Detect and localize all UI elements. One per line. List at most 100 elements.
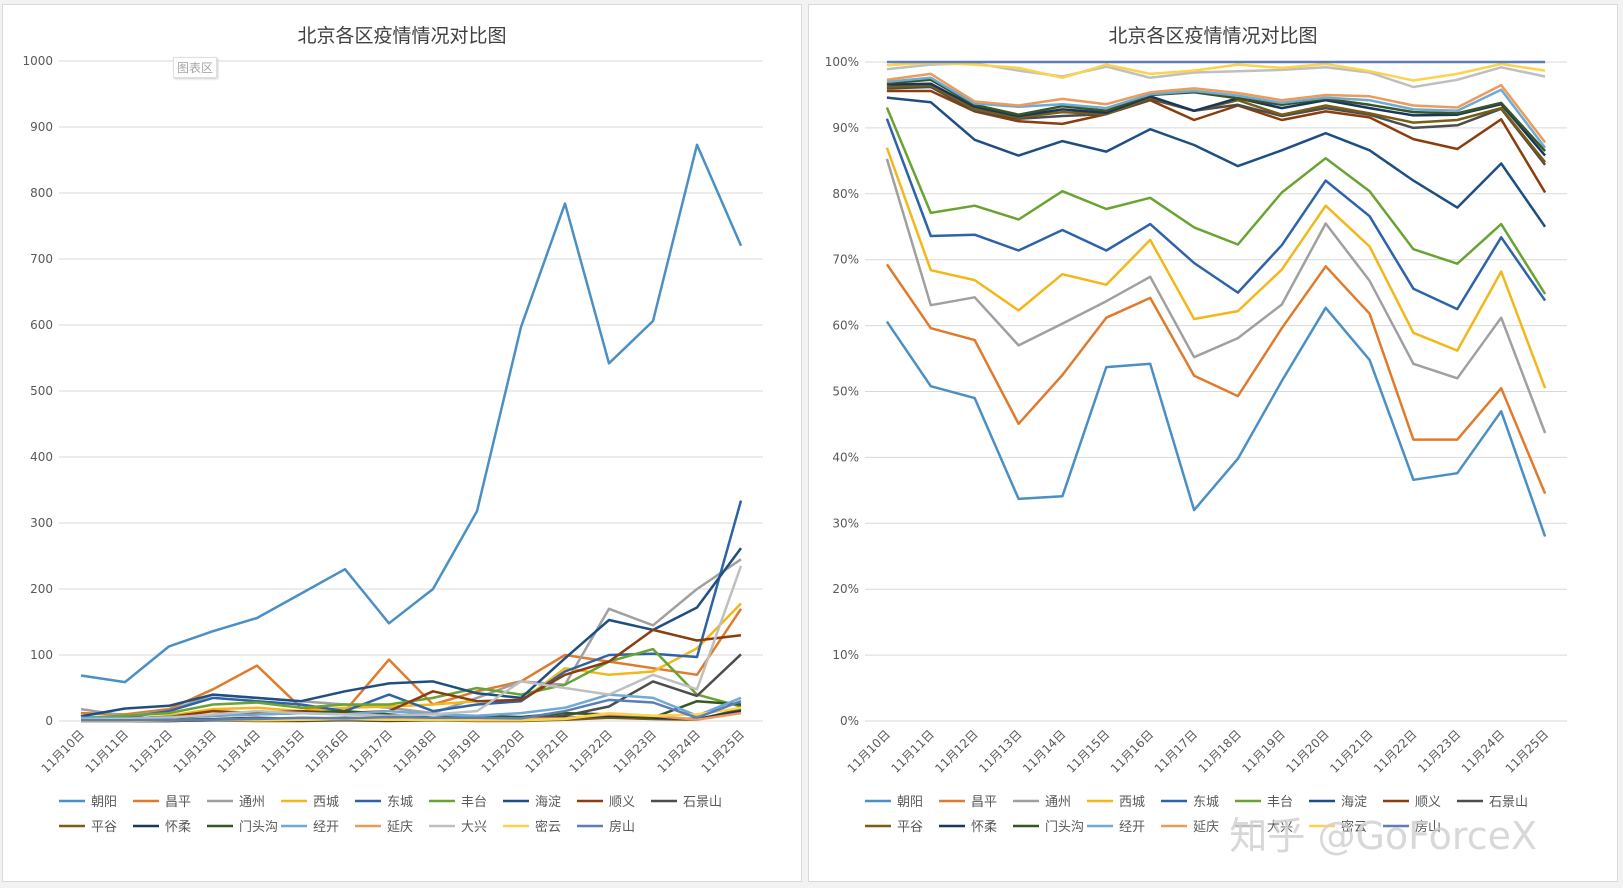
legend-label: 门头沟 xyxy=(1045,820,1084,835)
series-line-4[interactable] xyxy=(80,602,742,721)
series-line-2[interactable] xyxy=(80,608,743,716)
x-tick-label: 11月10日 xyxy=(845,727,893,775)
series-line-8[interactable] xyxy=(886,89,1547,194)
legend-label: 昌平 xyxy=(165,795,191,810)
legend-label: 东城 xyxy=(1193,795,1219,810)
y-tick-label: 0% xyxy=(840,714,859,728)
series-line-4[interactable] xyxy=(885,147,1547,389)
legend-label: 东城 xyxy=(387,795,413,810)
legend-label: 延庆 xyxy=(387,820,413,835)
y-tick-label: 600 xyxy=(30,318,53,332)
x-tick-label: 11月17日 xyxy=(1152,727,1200,775)
x-tick-label: 11月20日 xyxy=(1283,727,1331,775)
y-tick-label: 300 xyxy=(30,516,53,530)
chart-left: 北京各区疫情情况对比图 图表区 0 100 200 300 400 500 600 700 80… xyxy=(2,4,802,882)
y-tick-label: 800 xyxy=(30,186,53,200)
y-tick-label: 900 xyxy=(30,120,53,134)
watermark: 知乎 @GoForceX xyxy=(1229,814,1537,858)
x-tick-label: 11月21日 xyxy=(1327,727,1375,775)
y-tick-label: 100% xyxy=(825,55,859,69)
legend-label: 海淀 xyxy=(535,795,561,810)
series-line-8[interactable] xyxy=(80,628,742,721)
chart-title-left: 北京各区疫情情况对比图 xyxy=(297,25,507,47)
legend-label: 门头沟 xyxy=(239,820,278,835)
legend-label: 朝阳 xyxy=(91,795,117,810)
legend-label: 延庆 xyxy=(1193,820,1219,835)
x-tick-label: 11月14日 xyxy=(215,727,263,775)
legend-label: 海淀 xyxy=(1341,795,1367,810)
x-tick-label: 11月18日 xyxy=(391,727,439,775)
y-tick-label: 100 xyxy=(30,648,53,662)
series-line-15[interactable] xyxy=(80,565,743,721)
legend-label: 石景山 xyxy=(683,795,722,810)
y-tick-label: 70% xyxy=(832,253,859,267)
legend-label: 大兴 xyxy=(1267,820,1293,835)
x-tick-label: 11月13日 xyxy=(976,727,1024,775)
x-tick-label: 11月15日 xyxy=(1064,727,1112,775)
x-tick-label: 11月11日 xyxy=(83,727,131,775)
x-tick-label: 11月21日 xyxy=(523,727,571,775)
y-tick-label: 200 xyxy=(30,582,53,596)
series-line-3[interactable] xyxy=(885,158,1547,434)
x-tick-label: 11月22日 xyxy=(1371,727,1419,775)
x-tick-label: 11月24日 xyxy=(1459,727,1507,775)
y-tick-label: 1000 xyxy=(22,54,53,68)
series-line-9[interactable] xyxy=(886,85,1547,166)
legend-label: 通州 xyxy=(1045,795,1071,810)
legend-label: 大兴 xyxy=(461,820,487,835)
chart-left-svg: 0100200300400500600700800900100011月10日11… xyxy=(22,54,763,835)
legend-label: 西城 xyxy=(313,795,339,810)
series-line-2[interactable] xyxy=(885,263,1547,495)
legend-label: 平谷 xyxy=(91,820,117,835)
y-tick-label: 0 xyxy=(45,714,53,728)
series-line-12[interactable] xyxy=(886,78,1547,152)
series-line-7[interactable] xyxy=(80,547,743,718)
series-line-14[interactable] xyxy=(886,72,1547,144)
x-tick-label: 11月12日 xyxy=(127,727,175,775)
legend-label: 房山 xyxy=(1415,819,1441,835)
x-tick-label: 11月14日 xyxy=(1020,727,1068,775)
x-tick-label: 11月19日 xyxy=(1239,727,1287,775)
x-tick-label: 11月25日 xyxy=(1503,727,1551,775)
chart-right: 北京各区疫情情况对比图 0% 10% 20% 30% 40% 50% 60% 70% 80% 90… xyxy=(808,4,1618,882)
legend-label: 西城 xyxy=(1119,795,1145,810)
x-tick-label: 11月13日 xyxy=(171,727,219,775)
x-tick-label: 11月23日 xyxy=(611,727,659,775)
x-tick-label: 11月17日 xyxy=(347,727,395,775)
x-tick-label: 11月10日 xyxy=(39,727,87,775)
legend-label: 平谷 xyxy=(897,820,923,835)
legend-label: 密云 xyxy=(1341,819,1367,835)
x-tick-label: 11月15日 xyxy=(259,727,307,775)
y-tick-label: 90% xyxy=(832,121,859,135)
x-tick-label: 11月11日 xyxy=(888,727,936,775)
x-tick-label: 11月12日 xyxy=(932,727,980,775)
series-line-1[interactable] xyxy=(885,306,1547,537)
legend-label: 丰台 xyxy=(1267,795,1293,810)
legend-label: 顺义 xyxy=(609,795,635,810)
legend-label: 石景山 xyxy=(1489,795,1528,810)
series-line-5[interactable] xyxy=(885,118,1547,311)
x-tick-label: 11月22日 xyxy=(567,727,615,775)
series-line-1[interactable] xyxy=(80,143,743,684)
y-tick-label: 30% xyxy=(832,516,859,530)
series-line-3[interactable] xyxy=(80,558,742,717)
chart-title-right: 北京各区疫情情况对比图 xyxy=(1108,25,1318,47)
legend-label: 朝阳 xyxy=(897,795,923,810)
legend-label: 通州 xyxy=(239,795,265,810)
y-tick-label: 60% xyxy=(832,319,859,333)
series-line-17[interactable] xyxy=(81,698,742,722)
y-tick-label: 40% xyxy=(832,450,859,464)
legend-label: 经开 xyxy=(313,820,339,835)
series-line-13[interactable] xyxy=(886,76,1547,149)
series-line-7[interactable] xyxy=(886,96,1547,228)
x-tick-label: 11月25日 xyxy=(699,727,747,775)
series-line-16[interactable] xyxy=(886,61,1546,82)
series-line-6[interactable] xyxy=(885,107,1547,295)
x-tick-label: 11月20日 xyxy=(479,727,527,775)
series-line-11[interactable] xyxy=(886,82,1547,157)
legend-label: 经开 xyxy=(1119,820,1145,835)
legend-label: 密云 xyxy=(535,819,561,835)
legend-label: 丰台 xyxy=(461,795,487,810)
plot-area-badge[interactable]: 图表区 xyxy=(173,57,218,78)
series-line-10[interactable] xyxy=(886,83,1547,163)
